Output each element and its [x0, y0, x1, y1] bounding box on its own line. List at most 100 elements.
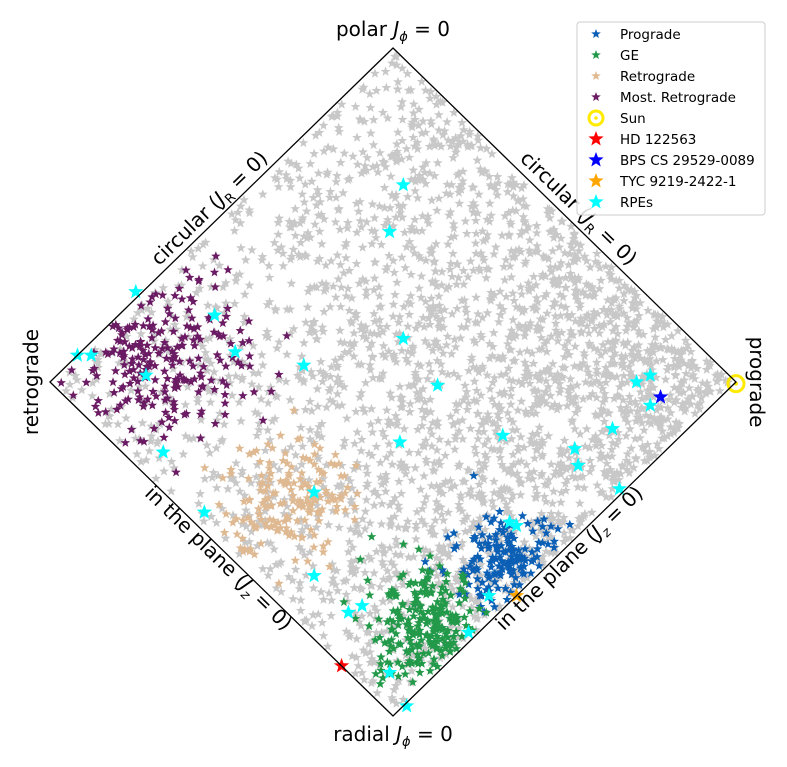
retrograde-star-point [334, 458, 344, 468]
corner-label-top: polar Jϕ = 0 [336, 17, 450, 45]
rpe-star-point [196, 504, 212, 519]
most-retrograde-star-point [101, 347, 111, 357]
rpe-star-point [395, 176, 411, 192]
background-star-point [473, 598, 484, 608]
background-star-point [492, 171, 503, 181]
background-star-point [311, 200, 322, 210]
background-star-point [407, 242, 418, 253]
background-star-point [556, 300, 567, 311]
background-star-point [372, 687, 383, 698]
retrograde-star-point [282, 458, 292, 468]
background-star-point [580, 312, 591, 323]
background-star-point [658, 354, 668, 364]
most-retrograde-star-point [172, 342, 182, 352]
background-star-point [312, 383, 323, 394]
background-star-point [272, 245, 283, 255]
retrograde-star-point [303, 497, 314, 507]
background-star-point [524, 378, 535, 388]
background-star-point [622, 312, 633, 323]
background-star-point [271, 559, 281, 569]
background-star-point [358, 403, 368, 413]
background-star-point [330, 292, 341, 302]
most-retrograde-star-point [125, 378, 135, 388]
legend-marker-retrograde [591, 71, 601, 80]
background-star-point [558, 448, 569, 458]
retrograde-star-point [332, 501, 342, 511]
prograde-star-point [509, 579, 520, 589]
background-star-point [652, 316, 662, 326]
background-star-point [365, 359, 375, 370]
background-star-point [457, 179, 467, 189]
background-star-point [487, 377, 498, 387]
background-star-point [565, 239, 576, 249]
background-star-point [665, 407, 676, 418]
background-star-point [389, 684, 400, 695]
most-retrograde-star-point [123, 394, 133, 404]
background-star-point [372, 167, 383, 177]
background-star-point [673, 419, 684, 429]
ge-star-point [406, 577, 416, 587]
background-star-point [441, 649, 452, 659]
background-star-point [113, 419, 123, 429]
background-star-point [257, 255, 267, 265]
background-star-point [597, 383, 608, 394]
background-star-point [484, 353, 495, 363]
retrograde-star-point [275, 476, 286, 486]
background-star-point [474, 516, 485, 526]
prograde-star-point [493, 583, 503, 593]
background-star-point [339, 576, 349, 586]
background-star-point [476, 332, 487, 342]
legend-box [576, 21, 766, 216]
background-star-point [207, 472, 218, 482]
background-star-point [211, 442, 222, 453]
ge-star-point [451, 643, 462, 653]
most-retrograde-star-point [118, 382, 128, 391]
background-star-point [506, 494, 517, 504]
background-star-point [90, 356, 101, 366]
background-star-point [546, 508, 557, 518]
background-star-point [575, 516, 586, 527]
background-star-point [305, 530, 315, 540]
background-star-point [281, 169, 292, 180]
prograde-star-point [508, 546, 518, 556]
background-star-point [616, 350, 627, 361]
background-star-point [514, 473, 524, 483]
background-star-point [518, 193, 528, 204]
retrograde-star-point [321, 485, 331, 495]
background-star-point [421, 454, 432, 464]
background-star-point [256, 394, 267, 404]
background-star-point [677, 378, 688, 388]
retrograde-star-point [317, 504, 327, 514]
most-retrograde-star-point [244, 335, 254, 345]
background-star-point [318, 473, 329, 484]
background-star-point [306, 366, 317, 377]
background-star-point [536, 470, 546, 481]
most-retrograde-star-point [160, 381, 170, 391]
background-star-point [435, 544, 446, 554]
background-star-point [640, 373, 651, 383]
background-star-point [361, 481, 372, 491]
background-star-point [546, 266, 557, 277]
background-star-point [530, 492, 541, 502]
background-star-point [458, 166, 468, 176]
background-star-point [468, 182, 479, 192]
background-star-point [449, 334, 460, 344]
most-retrograde-star-point [90, 401, 101, 411]
background-star-point [420, 643, 431, 653]
ge-star-point [362, 575, 373, 585]
background-star-point [486, 210, 497, 220]
background-star-point [198, 239, 209, 249]
ge-star-point [355, 554, 366, 564]
most-retrograde-star-point [245, 361, 255, 371]
background-star-point [436, 359, 446, 369]
background-star-point [606, 491, 617, 502]
background-star-point [335, 301, 346, 311]
background-star-point [72, 374, 82, 385]
retrograde-star-point [323, 496, 333, 506]
prograde-star-point [509, 533, 519, 543]
background-star-point [508, 468, 518, 479]
background-star-point [114, 358, 125, 368]
background-star-point [496, 483, 507, 494]
background-star-point [470, 448, 481, 458]
most-retrograde-star-point [161, 353, 172, 363]
